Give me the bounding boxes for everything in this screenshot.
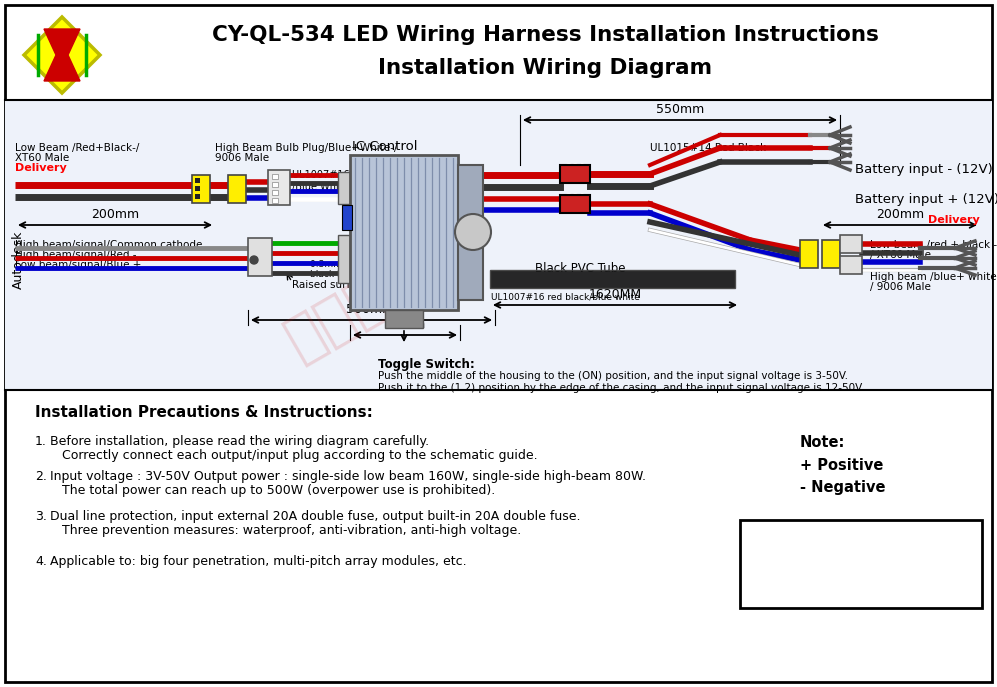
Bar	[192, 175, 210, 203]
Bar	[272, 182, 278, 187]
Bar	[268, 170, 290, 205]
Bar	[740, 520, 982, 608]
Text: Low beam /red + black -: Low beam /red + black -	[870, 240, 997, 250]
Text: 500mm: 500mm	[346, 303, 394, 316]
Bar	[490, 270, 735, 288]
Text: No warranty on thread cutting: No warranty on thread cutting	[754, 582, 968, 595]
Text: 200mm: 200mm	[91, 208, 139, 221]
Text: 3.: 3.	[35, 510, 47, 523]
Bar	[338, 172, 350, 204]
Bar	[458, 165, 483, 300]
Bar	[272, 174, 278, 179]
Bar	[338, 235, 350, 283]
Bar	[272, 198, 278, 203]
Circle shape	[250, 256, 258, 264]
Text: Battery input + (12V): Battery input + (12V)	[855, 194, 997, 207]
Text: High beam/signal/Common cathode: High beam/signal/Common cathode	[15, 240, 202, 250]
Text: 试用水印: 试用水印	[275, 250, 425, 370]
Text: Push the middle of the housing to the (ON) position, and the input signal voltag: Push the middle of the housing to the (O…	[378, 371, 848, 381]
Text: 2.: 2.	[35, 470, 47, 483]
Text: Before installation, please read the wiring diagram carefully.: Before installation, please read the wir…	[50, 435, 429, 448]
Bar	[195, 194, 200, 199]
Text: / XT60 Male: / XT60 Male	[870, 250, 931, 260]
Bar	[342, 205, 352, 230]
Bar	[5, 100, 992, 390]
Bar	[560, 195, 590, 213]
Text: 58mm: 58mm	[385, 318, 425, 331]
Text: High beam /blue+ white-: High beam /blue+ white-	[870, 272, 997, 282]
Bar	[350, 155, 458, 310]
Text: 4.: 4.	[35, 555, 47, 568]
Polygon shape	[24, 17, 100, 93]
Text: Installation Precautions & Instructions:: Installation Precautions & Instructions:	[35, 405, 373, 420]
Text: Delivery: Delivery	[15, 163, 67, 173]
Text: UL1015#14 Red Black: UL1015#14 Red Black	[650, 143, 766, 153]
Bar	[385, 310, 423, 328]
Text: Dual line protection, input external 20A double fuse, output built-in 20A double: Dual line protection, input external 20A…	[50, 510, 580, 523]
Text: - Negative: - Negative	[800, 480, 885, 495]
Text: Three prevention measures: waterproof, anti-vibration, anti-high voltage.: Three prevention measures: waterproof, a…	[62, 524, 521, 537]
Text: XT60 Male: XT60 Male	[15, 153, 69, 163]
Circle shape	[455, 214, 491, 250]
Text: 20A: 20A	[565, 163, 586, 173]
Text: Professional manufacturing: Professional manufacturing	[764, 538, 958, 551]
Bar	[272, 190, 278, 195]
Bar	[228, 175, 246, 203]
Text: Installation Wiring Diagram: Installation Wiring Diagram	[378, 58, 712, 78]
Text: Push it to the (1 2) position by the edge of the casing, and the input signal vo: Push it to the (1 2) position by the edg…	[378, 383, 864, 393]
Bar	[822, 240, 840, 268]
Bar	[840, 235, 862, 253]
Text: / 9006 Male: / 9006 Male	[870, 282, 931, 292]
Text: Low Beam /Red+Black-/: Low Beam /Red+Black-/	[15, 143, 140, 153]
Polygon shape	[44, 29, 80, 81]
Text: 9006 Male: 9006 Male	[215, 153, 269, 163]
Text: Applicable to: big four penetration, multi-pitch array modules, etc.: Applicable to: big four penetration, mul…	[50, 555, 467, 568]
Text: + Positive: + Positive	[800, 458, 883, 473]
Text: 0.3mm²OD:1.8mm red
black blue green: 0.3mm²OD:1.8mm red black blue green	[310, 260, 412, 280]
Text: 200mm: 200mm	[876, 208, 924, 221]
Bar	[840, 256, 862, 274]
Text: CY-QL-534 LED Wiring Harness Installation Instructions: CY-QL-534 LED Wiring Harness Installatio…	[211, 25, 878, 45]
Text: The total power can reach up to 500W (overpower use is prohibited).: The total power can reach up to 500W (ov…	[62, 484, 496, 497]
Text: High beam/signal/Red -: High beam/signal/Red -	[15, 250, 137, 260]
Text: Autodesk: Autodesk	[12, 231, 25, 289]
Text: High Beam Bulb Plug/Blue+White-/: High Beam Bulb Plug/Blue+White-/	[215, 143, 398, 153]
Text: Raised surface: Raised surface	[292, 280, 369, 290]
Text: UL1007#16Red Black
/Blue White: UL1007#16Red Black /Blue White	[292, 170, 398, 192]
Text: 20A: 20A	[565, 193, 586, 203]
Text: IC Control: IC Control	[352, 140, 418, 153]
Text: Quality assurance: Quality assurance	[798, 560, 924, 573]
Text: Black PVC Tube: Black PVC Tube	[534, 262, 625, 275]
Text: Toggle Switch:: Toggle Switch:	[378, 358, 475, 371]
Text: Note:: Note:	[800, 435, 845, 450]
Text: 550mm: 550mm	[656, 103, 704, 116]
Bar	[195, 186, 200, 191]
Bar	[560, 165, 590, 183]
Text: Low beam/signal/Blue +: Low beam/signal/Blue +	[15, 260, 142, 270]
Bar	[800, 240, 818, 268]
Text: UL1007#16 red black/blue white: UL1007#16 red black/blue white	[491, 293, 639, 302]
Text: Correctly connect each output/input plug according to the schematic guide.: Correctly connect each output/input plug…	[62, 449, 537, 462]
Text: 1620MM: 1620MM	[588, 288, 641, 301]
Text: Input voltage : 3V-50V Output power : single-side low beam 160W, single-side hig: Input voltage : 3V-50V Output power : si…	[50, 470, 646, 483]
Text: Delivery: Delivery	[928, 215, 980, 225]
Bar	[195, 178, 200, 183]
Text: 1.: 1.	[35, 435, 47, 448]
Text: Battery input - (12V): Battery input - (12V)	[855, 164, 993, 177]
Bar	[248, 238, 272, 276]
